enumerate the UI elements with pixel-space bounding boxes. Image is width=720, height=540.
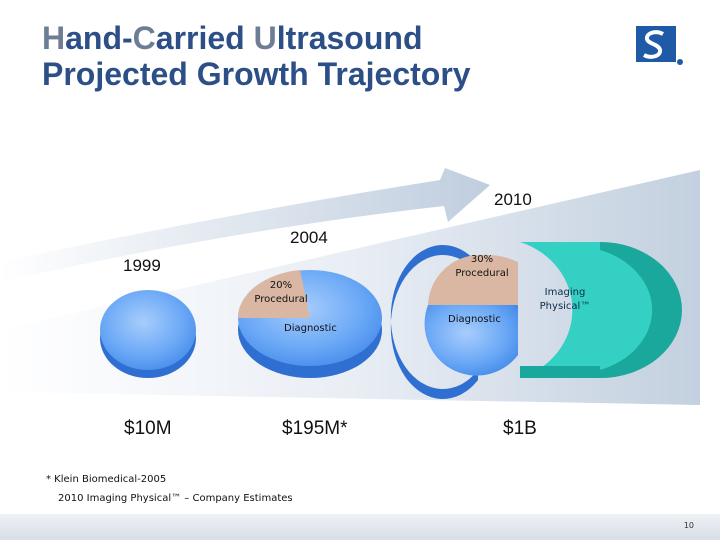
slide-footer-bar bbox=[0, 514, 720, 540]
footnote-source: * Klein Biomedical-2005 bbox=[46, 474, 167, 485]
pie-2004 bbox=[237, 270, 382, 378]
amount-2004: $195M* bbox=[282, 418, 348, 439]
amount-1999: $10M bbox=[124, 418, 172, 439]
company-logo-icon bbox=[636, 26, 683, 65]
year-2004: 2004 bbox=[290, 228, 328, 247]
pie-2010-procedural-slice bbox=[428, 254, 518, 305]
pie-2010-diagnostic-label: Diagnostic bbox=[448, 314, 501, 325]
amount-2010: $1B bbox=[503, 418, 537, 439]
pie-2004-procedural-label: 20% Procedural bbox=[254, 280, 308, 305]
title-line-2: Projected Growth Trajectory bbox=[42, 56, 471, 92]
pie-2010-procedural-label: 30% Procedural bbox=[455, 254, 509, 279]
pie-2010-imaging-label: Imaging Physical™ bbox=[539, 287, 591, 312]
pie-2004-procedural-slice bbox=[237, 270, 310, 318]
pie-2004-diagnostic-label: Diagnostic bbox=[284, 323, 337, 334]
pie-2010 bbox=[390, 242, 682, 399]
pie-1999 bbox=[100, 290, 196, 378]
year-1999: 1999 bbox=[123, 256, 161, 275]
title-line-1: Hand-Carried Ultrasound bbox=[42, 20, 423, 56]
page-number: 10 bbox=[683, 521, 694, 530]
slide-title: Hand-Carried Ultrasound Projected Growth… bbox=[42, 20, 602, 100]
growth-arrow bbox=[0, 168, 490, 282]
year-2010: 2010 bbox=[494, 190, 532, 209]
pie-2010-diagnostic-slice bbox=[424, 305, 518, 376]
footnote-estimates: 2010 Imaging Physical™ – Company Estimat… bbox=[58, 493, 293, 504]
